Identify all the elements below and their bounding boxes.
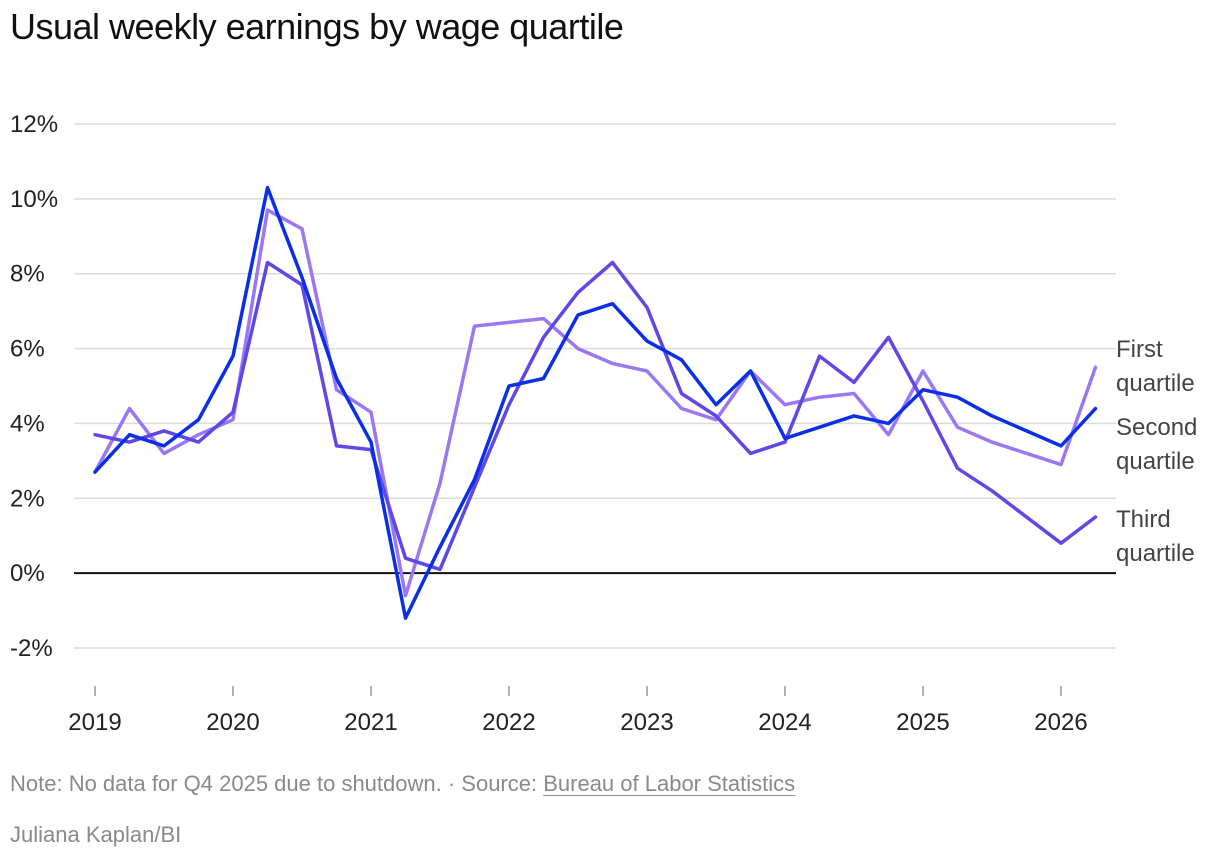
footnote: Note: No data for Q4 2025 due to shutdow… (10, 771, 795, 797)
series-label-first-quartile: quartile (1116, 370, 1195, 397)
series-line-second-quartile (93, 185, 1098, 620)
x-tick-label: 2019 (68, 709, 121, 736)
x-tick-label: 2021 (344, 709, 397, 736)
source-link[interactable]: Bureau of Labor Statistics (543, 771, 796, 796)
credit: Juliana Kaplan/BI (10, 822, 182, 847)
line-chart: 12% 10% 8% 6% 4% 2% 0% -2% 2019 2020 2021 2022 2023… (10, 111, 1197, 736)
y-tick-label: 6% (10, 336, 45, 363)
x-tick-label: 2022 (482, 709, 535, 736)
x-tick-label: 2024 (758, 709, 811, 736)
series-label-third-quartile: quartile (1116, 540, 1195, 567)
series-label-second-quartile: quartile (1116, 448, 1195, 475)
series-line-first-quartile (93, 208, 1098, 598)
footnote-text: Note: No data for Q4 2025 due to shutdow… (10, 771, 544, 796)
y-tick-label: 10% (10, 186, 58, 213)
y-axis-ticks: 12% 10% 8% 6% 4% 2% 0% -2% (10, 111, 58, 662)
y-tick-label: 8% (10, 261, 45, 288)
x-tick-label: 2025 (896, 709, 949, 736)
y-tick-label: 0% (10, 560, 45, 587)
x-tick-label: 2020 (206, 709, 259, 736)
series-label-third-quartile: Third (1116, 506, 1171, 533)
series-line-third-quartile (93, 260, 1098, 572)
y-tick-label: 2% (10, 485, 45, 512)
y-tick-label: -2% (10, 635, 53, 662)
y-tick-label: 4% (10, 410, 45, 437)
series-label-first-quartile: First (1116, 336, 1163, 363)
y-tick-label: 12% (10, 111, 58, 138)
gridlines (74, 123, 1116, 649)
x-axis-ticks: 2019 2020 2021 2022 2023 2024 2025 2026 (68, 686, 1088, 736)
x-tick-label: 2023 (620, 709, 673, 736)
series-lines (93, 185, 1098, 620)
chart-title: Usual weekly earnings by wage quartile (10, 6, 624, 47)
series-label-second-quartile: Second (1116, 414, 1197, 441)
x-tick-label: 2026 (1034, 709, 1087, 736)
series-labels: First quartile Second quartile Third quartile (1116, 336, 1197, 567)
